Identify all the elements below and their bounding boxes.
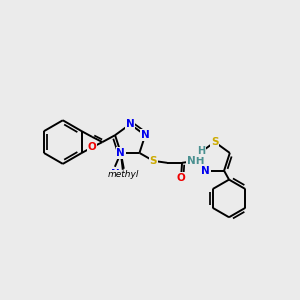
Text: NH: NH: [187, 156, 205, 166]
Text: N: N: [126, 119, 134, 129]
Text: methyl: methyl: [108, 170, 140, 179]
Text: S: S: [150, 156, 157, 166]
Text: methyl: methyl: [117, 177, 122, 179]
Text: O: O: [177, 173, 185, 183]
Text: H: H: [197, 146, 205, 156]
Text: N: N: [141, 130, 150, 140]
Text: N: N: [201, 166, 210, 176]
Text: N: N: [110, 169, 119, 179]
Text: O: O: [88, 142, 96, 152]
Text: S: S: [211, 137, 218, 147]
Text: N: N: [116, 148, 125, 158]
